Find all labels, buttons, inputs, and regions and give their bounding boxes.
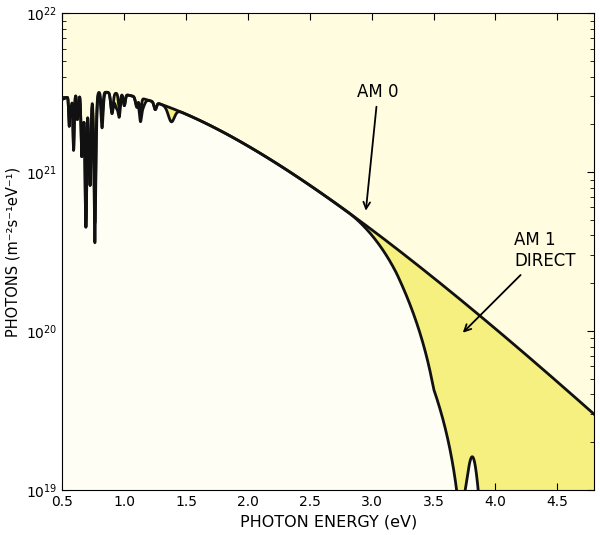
X-axis label: PHOTON ENERGY (eV): PHOTON ENERGY (eV) xyxy=(240,515,417,530)
Text: AM 1
DIRECT: AM 1 DIRECT xyxy=(464,232,575,331)
Text: AM 0: AM 0 xyxy=(357,83,398,209)
Y-axis label: PHOTONS (m⁻²s⁻¹eV⁻¹): PHOTONS (m⁻²s⁻¹eV⁻¹) xyxy=(5,166,20,337)
